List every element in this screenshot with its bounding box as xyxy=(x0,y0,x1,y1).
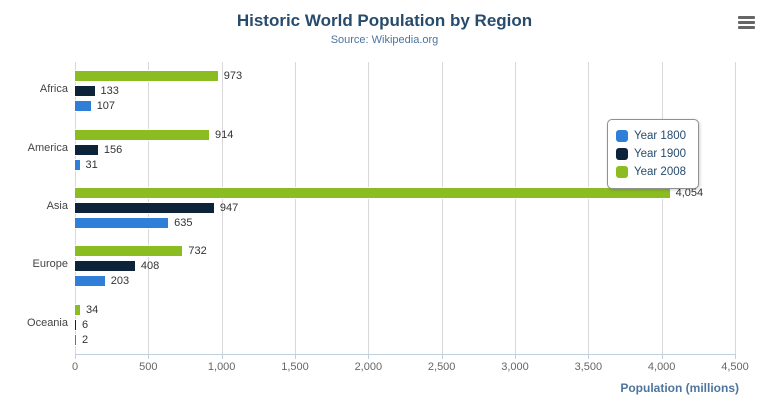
bar-year-2008-europe[interactable] xyxy=(75,245,183,258)
gridline xyxy=(368,62,370,354)
category-label: Oceania xyxy=(27,316,68,329)
value-label: 914 xyxy=(215,128,234,141)
hamburger-bar xyxy=(738,16,755,19)
value-label: 6 xyxy=(82,318,89,331)
x-tick-mark xyxy=(295,354,296,359)
x-tick-label: 4,500 xyxy=(721,361,749,373)
legend-item-year-2008[interactable]: Year 2008 xyxy=(616,163,686,181)
x-tick-label: 4,000 xyxy=(647,361,676,373)
bar-year-1800-europe[interactable] xyxy=(75,275,105,288)
value-label: 4,054 xyxy=(675,187,704,199)
bar-year-1900-africa[interactable] xyxy=(75,85,95,98)
value-label: 107 xyxy=(96,100,116,113)
bar-year-1900-europe[interactable] xyxy=(75,260,135,273)
bar-year-1900-america[interactable] xyxy=(75,143,98,156)
legend-label: Year 2008 xyxy=(634,166,687,178)
legend-item-year-1900[interactable]: Year 1900 xyxy=(616,145,686,163)
x-axis-line xyxy=(75,354,736,355)
bar-year-1800-oceania[interactable] xyxy=(75,333,76,346)
bar-year-1800-africa[interactable] xyxy=(75,100,91,113)
value-label: 31 xyxy=(85,158,98,171)
x-tick-label: 500 xyxy=(139,361,158,373)
value-label: 732 xyxy=(188,245,207,258)
category-label: America xyxy=(27,141,68,154)
value-label: 947 xyxy=(219,202,239,214)
gridline xyxy=(221,62,223,354)
category-label: Africa xyxy=(39,83,68,96)
gridline xyxy=(661,62,663,354)
x-axis-title: Population (millions) xyxy=(620,381,739,395)
legend-swatch xyxy=(616,148,628,160)
x-tick-mark xyxy=(441,354,443,359)
gridline xyxy=(295,62,296,354)
bar-year-2008-oceania[interactable] xyxy=(75,303,80,316)
gridline xyxy=(441,62,443,354)
x-tick-label: 3,500 xyxy=(574,361,603,373)
value-label: 973 xyxy=(223,70,243,83)
x-tick-mark xyxy=(661,354,663,359)
value-label: 133 xyxy=(100,85,119,98)
hamburger-bar xyxy=(738,26,755,29)
value-label: 408 xyxy=(140,260,160,273)
gridline xyxy=(735,62,736,354)
value-label: 34 xyxy=(85,303,99,316)
x-tick-mark xyxy=(75,354,76,359)
x-tick-label: 1,500 xyxy=(281,361,309,373)
hamburger-bar xyxy=(738,21,755,24)
x-tick-label: 0 xyxy=(71,361,79,373)
hamburger-menu-icon[interactable] xyxy=(738,16,755,31)
legend-label: Year 1800 xyxy=(634,130,687,142)
gridline xyxy=(588,62,590,354)
legend-item-year-1800[interactable]: Year 1800 xyxy=(616,127,686,145)
x-tick-mark xyxy=(735,354,736,359)
value-label: 203 xyxy=(110,275,130,288)
legend-swatch xyxy=(616,166,628,178)
bar-year-1800-america[interactable] xyxy=(75,158,80,171)
value-label: 156 xyxy=(103,143,123,156)
category-label: Europe xyxy=(32,258,68,271)
x-tick-mark xyxy=(148,354,150,359)
bar-year-1800-asia[interactable] xyxy=(75,217,169,229)
x-tick-label: 2,000 xyxy=(354,361,383,373)
bar-year-1900-asia[interactable] xyxy=(75,202,214,214)
x-tick-label: 1,000 xyxy=(207,361,236,373)
bar-year-1900-oceania[interactable] xyxy=(75,318,76,331)
chart-title: Historic World Population by Region xyxy=(236,11,533,30)
category-label: Asia xyxy=(46,200,68,212)
x-tick-label: 3,000 xyxy=(501,361,529,373)
value-label: 635 xyxy=(174,217,193,229)
legend-swatch xyxy=(616,130,628,142)
x-tick-mark xyxy=(588,354,590,359)
gridline xyxy=(515,62,516,354)
bar-year-2008-america[interactable] xyxy=(75,128,210,141)
bar-year-2008-africa[interactable] xyxy=(75,70,218,83)
legend-label: Year 1900 xyxy=(634,148,687,160)
legend: Year 1800 Year 1900 Year 2008 xyxy=(607,119,700,189)
x-tick-mark xyxy=(221,354,223,359)
value-label: 2 xyxy=(82,333,89,346)
x-tick-mark xyxy=(368,354,370,359)
bar-year-2008-asia[interactable] xyxy=(75,187,670,199)
x-tick-mark xyxy=(515,354,516,359)
x-tick-label: 2,500 xyxy=(427,361,456,373)
plot-area: 973 133 107 914 156 31 4,054 947 635 732 408 203 34 6… xyxy=(75,62,736,354)
chart-subtitle: Source: Wikipedia.org xyxy=(330,34,439,46)
